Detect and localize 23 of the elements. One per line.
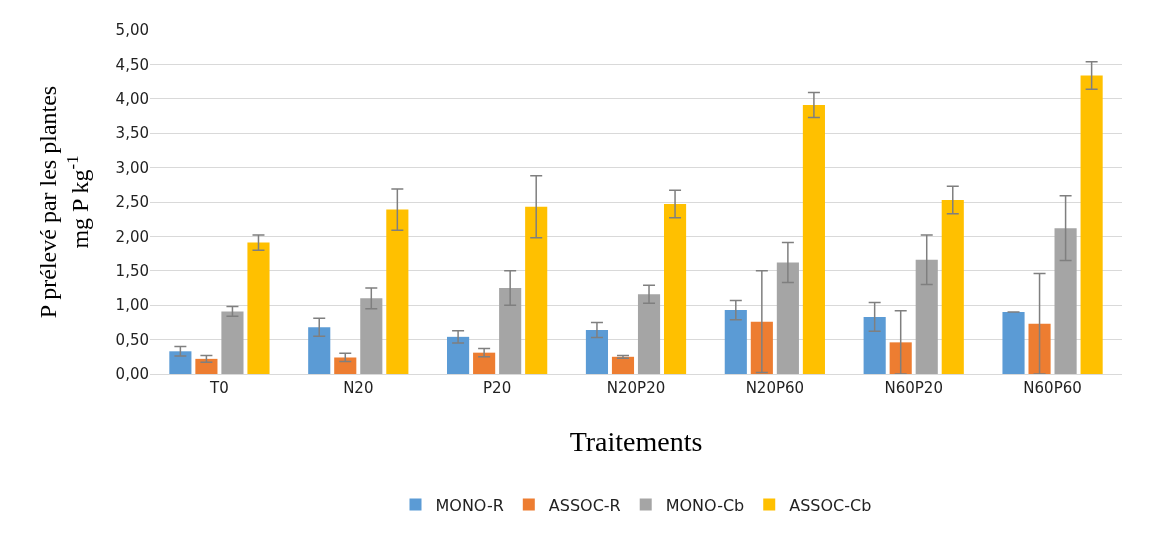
x-tick-label: N60P60 bbox=[1023, 379, 1082, 397]
y-tick-label: 0,00 bbox=[115, 365, 149, 384]
y-tick-label: 1,00 bbox=[115, 296, 149, 315]
y-tick-label: 2,50 bbox=[115, 193, 149, 212]
legend-label: ASSOC-Cb bbox=[789, 495, 872, 515]
y-tick-label: 2,00 bbox=[115, 227, 149, 246]
y-tick-label: 4,00 bbox=[115, 90, 149, 109]
x-tick-label: N60P20 bbox=[884, 379, 943, 397]
x-tick-label: N20P20 bbox=[606, 379, 666, 397]
x-tick-label: P20 bbox=[483, 379, 512, 397]
y-tick-label: 5,00 bbox=[115, 21, 149, 40]
x-tick-label: T0 bbox=[209, 379, 229, 397]
y-tick-label: 0,50 bbox=[115, 330, 149, 349]
y-tick-label: 1,50 bbox=[115, 262, 149, 281]
x-tick-label: N20P60 bbox=[745, 379, 805, 397]
legend-label: MONO-Cb bbox=[665, 495, 745, 515]
y-tick-label: 4,50 bbox=[115, 55, 149, 74]
legend-label: ASSOC-R bbox=[548, 495, 621, 515]
x-tick-label: N20 bbox=[343, 379, 374, 397]
y-tick-label: 3,50 bbox=[115, 124, 149, 143]
x-axis-title: Traitements bbox=[569, 426, 703, 458]
legend-label: MONO-R bbox=[435, 495, 504, 515]
y-tick-label: 3,00 bbox=[115, 158, 149, 177]
